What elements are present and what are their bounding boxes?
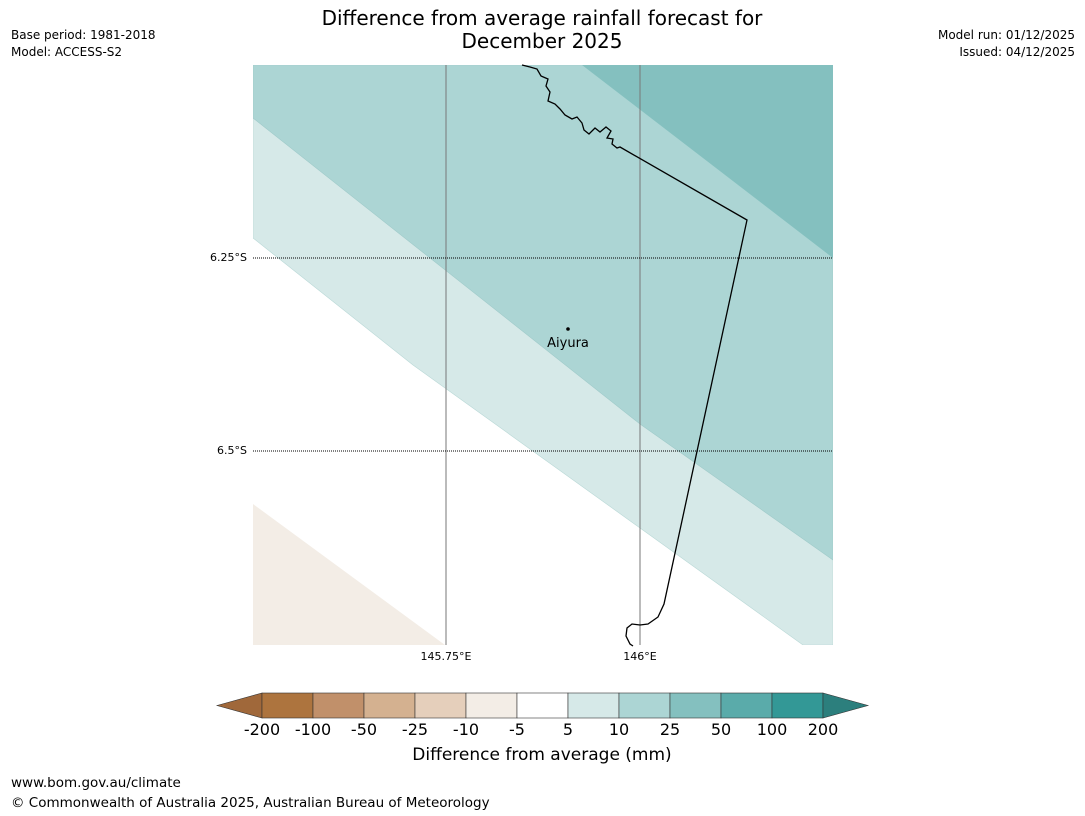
colorbar-segment (261, 692, 314, 719)
colorbar-tick-label: -100 (294, 720, 332, 739)
band-5-10 (253, 117, 833, 645)
colorbar-segment (567, 692, 620, 719)
aiyura-marker (566, 327, 570, 331)
model-info: Base period: 1981-2018 Model: ACCESS-S2 (11, 27, 156, 61)
lon-label-146: 146°E (623, 650, 657, 663)
lon-label-145-75: 145.75°E (420, 650, 472, 663)
colorbar-extend-low (215, 692, 263, 719)
title-line-1: Difference from average rainfall forecas… (321, 6, 763, 30)
band-negative-small (253, 504, 445, 645)
colorbar-tick-label: -25 (401, 720, 429, 739)
colorbar-segment (465, 692, 518, 719)
lat-label-6-25: 6.25°S (210, 251, 247, 264)
issued-date: Issued: 04/12/2025 (959, 45, 1075, 59)
colorbar-segment (771, 692, 824, 719)
model-run-date: Model run: 01/12/2025 (937, 28, 1075, 42)
colorbar-tick-label: 200 (807, 720, 839, 739)
run-info: Model run: 01/12/2025 Issued: 04/12/2025 (938, 27, 1075, 61)
rainfall-map (253, 64, 833, 647)
colorbar-segment (516, 692, 569, 719)
footer-url: www.bom.gov.au/climate (11, 775, 181, 791)
colorbar-tick-label: -50 (350, 720, 378, 739)
colorbar-extend-high (822, 692, 870, 719)
map-title: Difference from average rainfall forecas… (242, 7, 842, 53)
title-line-2: December 2025 (461, 29, 623, 53)
footer-copyright: © Commonwealth of Australia 2025, Austra… (11, 795, 490, 811)
place-label-aiyura: Aiyura (547, 336, 589, 351)
colorbar-tick-label: -10 (452, 720, 480, 739)
colorbar-segment (618, 692, 671, 719)
border-line (521, 64, 748, 647)
colorbar-segment (669, 692, 722, 719)
band-25-50 (582, 65, 833, 258)
colorbar-tick-label: 25 (659, 720, 681, 739)
lat-label-6-5: 6.5°S (217, 444, 247, 457)
colorbar-segment (363, 692, 416, 719)
colorbar-tick-label: 10 (608, 720, 630, 739)
colorbar-segment (312, 692, 365, 719)
band-10-25 (253, 65, 833, 561)
base-period: Base period: 1981-2018 (11, 28, 156, 42)
colorbar-segment (414, 692, 467, 719)
colorbar-tick-label: 50 (710, 720, 732, 739)
colorbar-tick-label: -200 (243, 720, 281, 739)
colorbar-label: Difference from average (mm) (412, 745, 672, 765)
colorbar-tick-label: 5 (562, 720, 574, 739)
model-name: Model: ACCESS-S2 (11, 45, 123, 59)
colorbar-tick-label: -5 (509, 720, 525, 739)
colorbar-tick-label: 100 (756, 720, 788, 739)
colorbar (215, 692, 870, 719)
colorbar-segment (720, 692, 773, 719)
